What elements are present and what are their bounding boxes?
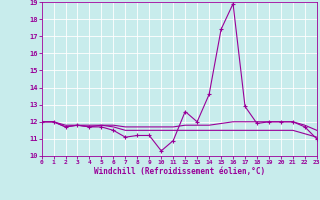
X-axis label: Windchill (Refroidissement éolien,°C): Windchill (Refroidissement éolien,°C) [94,167,265,176]
